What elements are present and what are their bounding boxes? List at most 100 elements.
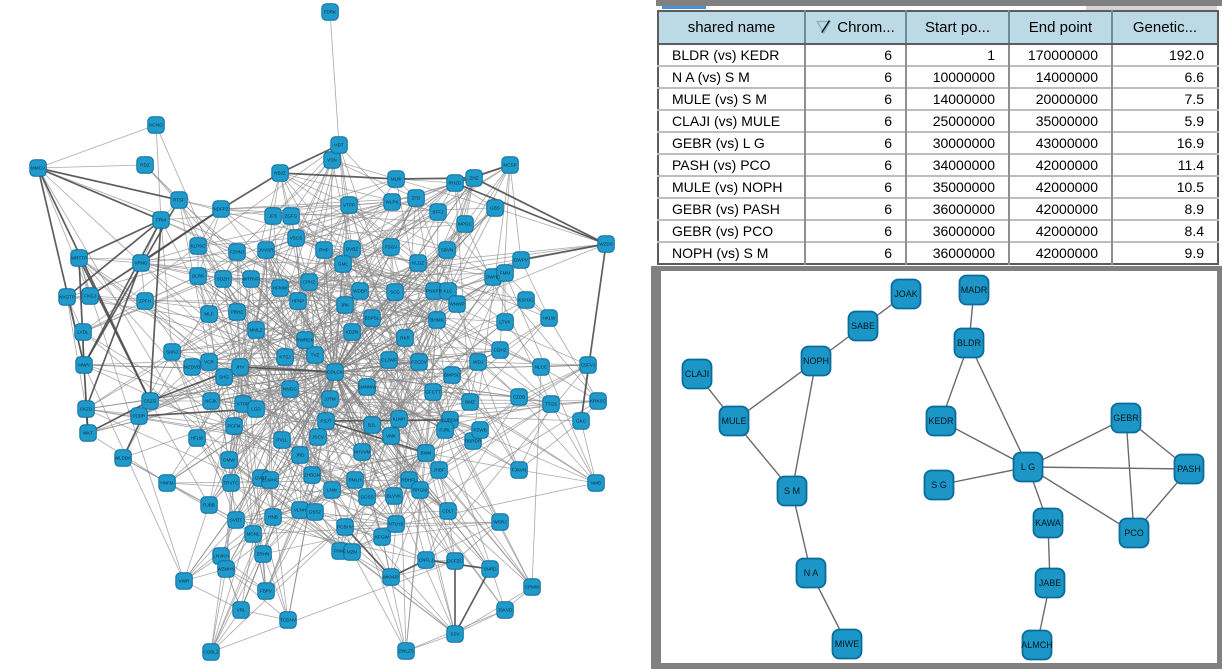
svg-text:JABE: JABE (1039, 578, 1062, 588)
svg-text:S M: S M (784, 486, 800, 496)
svg-text:CGHZ: CGHZ (493, 348, 506, 353)
svg-text:BWN: BWN (421, 451, 432, 456)
svg-text:HPNP: HPNP (292, 299, 305, 304)
svg-text:L G: L G (1021, 462, 1035, 472)
svg-text:ZWLZS: ZWLZS (398, 649, 414, 654)
svg-text:RRGM: RRGM (413, 488, 427, 493)
svg-text:KTSJ: KTSJ (279, 355, 290, 360)
svg-text:CSFVJ: CSFVJ (581, 363, 596, 368)
svg-text:KLPSC: KLPSC (190, 244, 206, 249)
svg-text:CNFLJ: CNFLJ (419, 558, 433, 563)
svg-text:RBRDR: RBRDR (465, 439, 482, 444)
svg-text:NDFPZ: NDFPZ (213, 207, 229, 212)
svg-text:JSKVD: JSKVD (498, 608, 513, 613)
svg-text:DWPV: DWPV (514, 258, 529, 263)
svg-text:LVDL: LVDL (77, 330, 89, 335)
svg-text:KEDR: KEDR (928, 416, 954, 426)
svg-text:WKT: WKT (83, 431, 93, 436)
svg-text:CKZD: CKZD (80, 407, 93, 412)
svg-text:FMM: FMM (500, 271, 511, 276)
svg-text:WDBP: WDBP (353, 289, 367, 294)
svg-text:S G: S G (931, 480, 947, 490)
svg-text:ZHBGN: ZHBGN (304, 473, 320, 478)
svg-text:BHMK: BHMK (430, 318, 444, 323)
svg-text:KDZN: KDZN (346, 330, 359, 335)
svg-text:RJBB: RJBB (203, 503, 215, 508)
svg-text:ZPFH: ZPFH (139, 299, 151, 304)
svg-text:RMLH: RMLH (348, 478, 361, 483)
svg-text:WLPK: WLPK (385, 200, 399, 205)
svg-text:VWR: VWR (179, 579, 190, 584)
svg-text:MLW: MLW (391, 177, 402, 182)
svg-text:SBVN: SBVN (441, 248, 454, 253)
svg-text:FDRK: FDRK (324, 10, 337, 15)
svg-text:MMCV: MMCV (31, 166, 46, 171)
svg-text:FRM: FRM (156, 218, 166, 223)
svg-text:JHV: JHV (236, 365, 246, 370)
svg-text:ZHZ: ZHZ (470, 176, 479, 181)
svg-text:WKMJP: WKMJP (383, 575, 400, 580)
svg-text:SKNJ: SKNJ (166, 350, 178, 355)
svg-text:SABE: SABE (851, 321, 875, 331)
svg-text:RWRDK: RWRDK (296, 338, 314, 343)
svg-text:SCG: SCG (390, 290, 400, 295)
svg-text:MADR: MADR (961, 285, 988, 295)
svg-text:CLJWF: CLJWF (381, 358, 397, 363)
svg-text:SDZH: SDZH (217, 277, 230, 282)
svg-text:NVGTP: NVGTP (59, 295, 75, 300)
svg-text:KSHJG: KSHJG (518, 298, 534, 303)
svg-text:JHBF: JHBF (433, 468, 445, 473)
svg-text:JFS: JFS (269, 214, 277, 219)
svg-text:GCSS: GCSS (360, 495, 373, 500)
svg-text:GML: GML (338, 262, 348, 267)
svg-text:MIWE: MIWE (835, 639, 860, 649)
svg-text:WTRVF: WTRVF (243, 277, 259, 282)
svg-text:PCFM: PCFM (227, 424, 240, 429)
svg-text:BFFJ: BFFJ (433, 210, 444, 215)
svg-text:CDLT: CDLT (442, 509, 454, 514)
svg-text:NCNG: NCNG (149, 123, 163, 128)
svg-text:CPMW: CPMW (525, 585, 540, 590)
svg-text:WLDDK: WLDDK (115, 456, 133, 461)
svg-text:PCO: PCO (1124, 528, 1144, 538)
svg-text:CGBLZ: CGBLZ (203, 650, 219, 655)
svg-text:VRND: VRND (134, 261, 148, 266)
svg-text:MMLZ: MMLZ (249, 328, 262, 333)
svg-text:JVVSR: JVVSR (259, 248, 274, 253)
svg-text:DMW: DMW (223, 458, 235, 463)
svg-text:RDHFL: RDHFL (401, 478, 417, 483)
svg-text:JRD: JRD (296, 453, 306, 458)
svg-text:VTPP: VTPP (343, 203, 355, 208)
svg-text:WRTTP: WRTTP (71, 256, 87, 261)
svg-text:KLMH: KLMH (393, 417, 406, 422)
svg-text:JSCV: JSCV (312, 435, 325, 440)
svg-text:TVZ: TVZ (311, 353, 320, 358)
svg-text:PJRL: PJRL (439, 428, 451, 433)
svg-text:FNNC: FNNC (334, 549, 347, 554)
svg-text:NBJZ: NBJZ (274, 171, 286, 176)
svg-text:HNB: HNB (268, 515, 278, 520)
svg-text:PCBHV: PCBHV (337, 525, 354, 530)
svg-text:TCDNV: TCDNV (280, 618, 297, 623)
svg-text:HKLW: HKLW (543, 316, 557, 321)
svg-text:DLRK: DLRK (192, 274, 205, 279)
svg-text:PHP: PHP (319, 248, 328, 253)
svg-text:BSPSL: BSPSL (365, 316, 380, 321)
svg-text:NNGG: NNGG (283, 387, 297, 392)
svg-text:ZGFG: ZGFG (285, 214, 298, 219)
svg-text:HFMW: HFMW (273, 286, 288, 291)
svg-text:FZHNJ: FZHNJ (230, 250, 245, 255)
svg-text:ALMCH: ALMCH (1021, 640, 1053, 650)
svg-text:GVBT: GVBT (255, 476, 268, 481)
svg-text:N A: N A (804, 568, 819, 578)
svg-text:ZCMHC: ZCMHC (262, 478, 279, 483)
svg-text:GSSZ: GSSZ (309, 510, 322, 515)
svg-text:BMZ: BMZ (465, 400, 475, 405)
svg-text:VMK: VMK (386, 434, 397, 439)
svg-text:VSN: VSN (327, 158, 336, 163)
svg-text:HDT: HDT (334, 143, 344, 148)
svg-text:PVLL: PVLL (276, 438, 288, 443)
svg-text:SVDT: SVDT (230, 518, 242, 523)
svg-text:CSZG: CSZG (144, 399, 157, 404)
svg-text:PZCDV: PZCDV (411, 360, 428, 365)
